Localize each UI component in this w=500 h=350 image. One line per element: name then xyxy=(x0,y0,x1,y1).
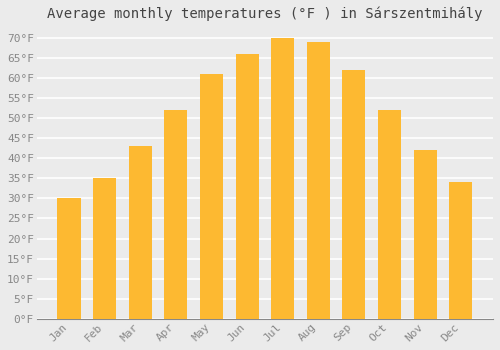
Bar xyxy=(200,74,223,319)
Title: Average monthly temperatures (°F ) in Sárszentmihály: Average monthly temperatures (°F ) in Sá… xyxy=(47,7,482,21)
Bar xyxy=(342,70,365,319)
Bar xyxy=(164,110,188,319)
Bar xyxy=(128,146,152,319)
Bar xyxy=(236,54,258,319)
Bar xyxy=(93,178,116,319)
Bar xyxy=(306,42,330,319)
Bar xyxy=(449,182,472,319)
Bar xyxy=(414,150,436,319)
Bar xyxy=(58,198,80,319)
Bar xyxy=(271,37,294,319)
Bar xyxy=(378,110,401,319)
